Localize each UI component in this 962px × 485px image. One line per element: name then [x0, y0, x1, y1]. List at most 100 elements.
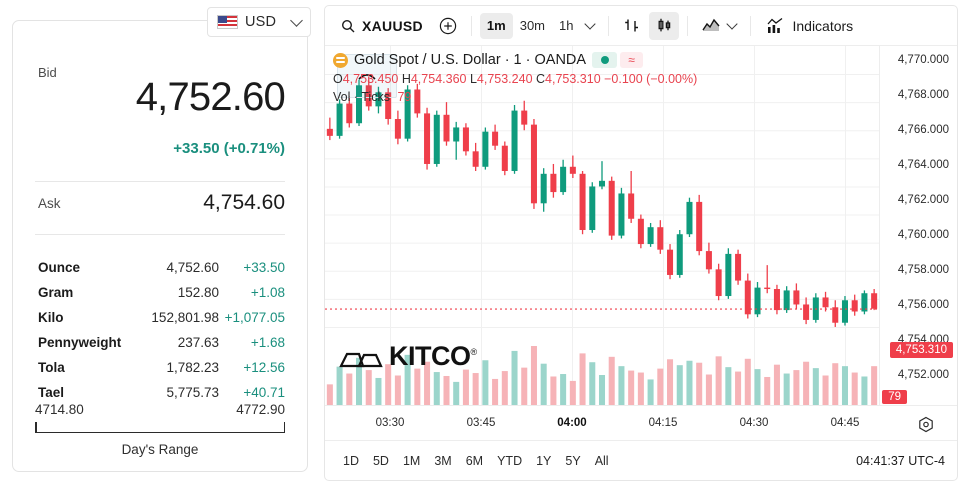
- unit-change: +1.08: [250, 285, 285, 300]
- arc-marker-icon: [358, 74, 376, 80]
- volume-value: 79: [397, 90, 412, 104]
- range-button-6M[interactable]: 6M: [465, 453, 484, 468]
- gold-bar-icon: [333, 52, 348, 68]
- price-tick: 4,768.000: [897, 89, 949, 101]
- unit-change: +1,077.05: [224, 310, 285, 325]
- ohlc-c-label: C: [536, 72, 546, 86]
- gold-quote-panel: USD Bid 4,752.60 +33.50 (+0.71%) Ask 4,7…: [12, 7, 311, 472]
- range-button-All[interactable]: All: [594, 453, 609, 468]
- timeframe-button-1h[interactable]: 1h: [559, 18, 574, 33]
- unit-row: Kilo 152,801.98 +1,077.05: [13, 305, 307, 330]
- unit-row: Tola 1,782.23 +12.56: [13, 355, 307, 380]
- chart-style-button[interactable]: [696, 12, 726, 40]
- chart-grid: [325, 46, 879, 405]
- divider: [750, 15, 752, 36]
- ohlc-l-value: 4,753.240: [476, 72, 533, 86]
- unit-name: Pennyweight: [38, 335, 122, 350]
- unit-row: Ounce 4,752.60 +33.50: [13, 255, 307, 280]
- chevron-down-icon[interactable]: [726, 17, 739, 30]
- time-tick: 03:30: [375, 417, 405, 429]
- range-button-5Y[interactable]: 5Y: [565, 453, 581, 468]
- indicators-label: Indicators: [792, 17, 854, 34]
- range-button-5D[interactable]: 5D: [372, 453, 389, 468]
- search-icon: [341, 19, 355, 32]
- us-flag-icon: [217, 15, 238, 29]
- unit-price: 1,782.23: [166, 360, 219, 375]
- price-tick: 4,762.000: [897, 194, 949, 206]
- range-button-3M[interactable]: 3M: [434, 453, 452, 468]
- line-chart-icon: [702, 18, 721, 31]
- unit-change: +40.71: [243, 385, 285, 400]
- chart-toolbar: XAUUSD 1m 30m 1h: [325, 6, 957, 46]
- price-tick: 4,760.000: [897, 229, 949, 241]
- ask-value: 4,754.60: [203, 191, 285, 214]
- unit-row: Pennyweight 237.63 +1.68: [13, 330, 307, 355]
- unit-name: Ounce: [38, 260, 81, 275]
- range-button-YTD[interactable]: YTD: [497, 453, 523, 468]
- unit-row: Gram 152.80 +1.08: [13, 280, 307, 305]
- unit-name: Tael: [38, 385, 65, 400]
- divider: [608, 15, 610, 36]
- indicators-icon: [767, 17, 783, 33]
- price-tick: 4,766.000: [897, 124, 949, 136]
- ohlc-l-label: L: [469, 72, 477, 86]
- unit-price: 5,775.73: [166, 385, 219, 400]
- legend-title: Gold Spot / U.S. Dollar · 1 · OANDA: [354, 52, 587, 68]
- kitco-watermark: KITCO®: [339, 341, 477, 372]
- approx-icon: ≈: [620, 52, 644, 68]
- time-axis[interactable]: 03:30 03:45 04:00 04:15 04:30 04:45: [325, 405, 957, 440]
- range-label: Day's Range: [121, 442, 199, 457]
- tradingview-chart-panel: XAUUSD 1m 30m 1h: [324, 5, 958, 481]
- plus-circle-icon: [439, 17, 457, 34]
- time-tick: 03:45: [466, 417, 496, 429]
- add-symbol-button[interactable]: [433, 12, 463, 40]
- ohlc-h-value: 4,754.360: [410, 72, 467, 86]
- currency-code: USD: [245, 14, 277, 30]
- unit-price: 152,801.98: [151, 310, 219, 325]
- price-tick: 4,770.000: [897, 54, 949, 66]
- chart-plot-area[interactable]: KITCO®: [325, 46, 879, 405]
- bid-value: 4,752.60: [135, 75, 286, 119]
- symbol-search-button[interactable]: XAUUSD: [333, 12, 431, 40]
- timeframe-group: 1m 30m 1h: [479, 12, 581, 39]
- divider: [687, 15, 689, 36]
- range-button-1D[interactable]: 1D: [343, 453, 359, 468]
- chevron-down-icon[interactable]: [584, 17, 597, 30]
- price-tick: 4,764.000: [897, 159, 949, 171]
- divider: [35, 234, 285, 235]
- chart-type-bar-button[interactable]: [617, 12, 647, 40]
- unit-name: Gram: [38, 285, 74, 300]
- ohlc-h-label: H: [401, 72, 411, 86]
- bar-chart-icon: [625, 19, 638, 32]
- range-button-1M[interactable]: 1M: [402, 453, 421, 468]
- time-tick: 04:30: [739, 417, 769, 429]
- unit-price: 237.63: [177, 335, 219, 350]
- unit-change: +1.68: [250, 335, 285, 350]
- time-tick: 04:00: [557, 417, 587, 429]
- price-tick: 4,756.000: [897, 299, 949, 311]
- current-price-badge: 4,753.310: [889, 342, 953, 358]
- time-tick: 04:45: [830, 417, 860, 429]
- candlestick-chart-icon: [658, 18, 671, 32]
- bid-label: Bid: [38, 65, 57, 80]
- range-selector-bar: 1D 5D 1M 3M 6M YTD 1Y 5Y All 04:41:37 UTC-4: [325, 440, 957, 480]
- range-button-1Y[interactable]: 1Y: [536, 453, 552, 468]
- unit-row: Tael 5,775.73 +40.71: [13, 380, 307, 405]
- chart-type-candlestick-button[interactable]: [649, 11, 680, 40]
- volume-badge: 79: [882, 390, 907, 404]
- price-axis[interactable]: 4,770.000 4,768.000 4,766.000 4,764.000 4,76…: [879, 46, 957, 405]
- volume-label: Vol · Ticks: [333, 90, 390, 104]
- bid-change: +33.50 (+0.71%): [173, 140, 285, 157]
- timeframe-button-1m[interactable]: 1m: [479, 12, 513, 39]
- ohlc-c-value: 4,753.310: [545, 72, 601, 86]
- unit-change: +33.50: [243, 260, 285, 275]
- divider: [470, 15, 472, 36]
- chart-settings-icon[interactable]: [917, 416, 935, 434]
- price-tick: 4,752.000: [897, 369, 949, 381]
- timeframe-button-30m[interactable]: 30m: [519, 18, 546, 33]
- ohlc-change: −0.100 (−0.00%): [604, 72, 698, 86]
- indicators-button[interactable]: Indicators: [759, 12, 860, 40]
- currency-selector[interactable]: USD: [207, 7, 311, 37]
- ohlc-o-label: O: [333, 72, 343, 86]
- unit-price: 4,752.60: [166, 260, 219, 275]
